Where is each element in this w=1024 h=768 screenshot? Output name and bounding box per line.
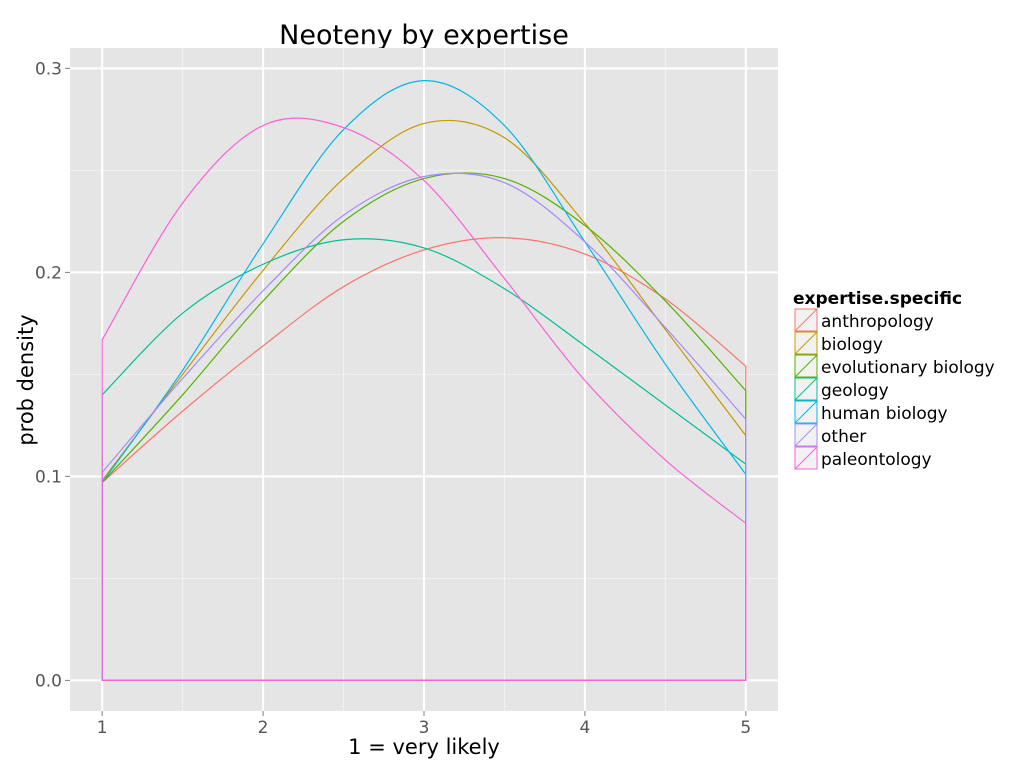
legend-item-evolutionary-biology: evolutionary biology bbox=[794, 354, 995, 378]
x-tick-label: 4 bbox=[579, 718, 590, 738]
legend-key-line bbox=[794, 354, 818, 378]
series-line-geology bbox=[101, 238, 747, 681]
grid-lines bbox=[70, 48, 778, 711]
series-line-paleontology bbox=[101, 117, 747, 681]
legend-label-paleontology: paleontology bbox=[821, 450, 932, 470]
legend-key-line bbox=[794, 423, 818, 447]
legend-label-geology: geology bbox=[821, 381, 889, 401]
y-axis-title: prob density bbox=[14, 314, 38, 445]
legend-label-anthropology: anthropology bbox=[821, 312, 934, 332]
y-tick-label: 0.1 bbox=[35, 467, 62, 487]
series-line-human-biology bbox=[101, 80, 747, 681]
y-tick-label: 0.0 bbox=[35, 671, 62, 691]
legend-key-line bbox=[794, 308, 818, 332]
legend-label-other: other bbox=[821, 427, 866, 447]
y-tick-label: 0.2 bbox=[35, 263, 62, 283]
legend-key-line bbox=[794, 446, 818, 470]
series-line-other bbox=[101, 172, 747, 681]
series-line-anthropology bbox=[101, 237, 747, 681]
legend-key-line bbox=[794, 331, 818, 355]
x-tick-label: 3 bbox=[419, 718, 430, 738]
legend-label-biology: biology bbox=[821, 335, 883, 355]
legend-item-biology: biology bbox=[794, 331, 883, 355]
x-tick-label: 5 bbox=[740, 718, 751, 738]
x-tick-label: 1 bbox=[97, 718, 108, 738]
y-tick-label: 0.3 bbox=[35, 59, 62, 79]
legend-item-human-biology: human biology bbox=[794, 400, 948, 424]
legend-label-human-biology: human biology bbox=[821, 404, 948, 424]
legend-title: expertise.specific bbox=[793, 289, 962, 309]
legend-item-paleontology: paleontology bbox=[794, 446, 932, 470]
series-lines bbox=[101, 80, 747, 681]
y-axis: 0.0 0.1 0.2 0.3 bbox=[35, 59, 70, 691]
legend-item-other: other bbox=[794, 423, 866, 447]
x-axis-title: 1 = very likely bbox=[348, 735, 500, 759]
legend: expertise.specific anthropology biology ev… bbox=[793, 289, 995, 470]
legend-key-line bbox=[794, 400, 818, 424]
legend-label-evolutionary-biology: evolutionary biology bbox=[821, 358, 995, 378]
chart-title: Neoteny by expertise bbox=[279, 20, 569, 51]
x-tick-label: 2 bbox=[258, 718, 269, 738]
legend-item-anthropology: anthropology bbox=[794, 308, 934, 332]
x-axis: 1 2 3 4 5 bbox=[97, 711, 751, 738]
series-line-evolutionary-biology bbox=[101, 172, 747, 681]
legend-item-geology: geology bbox=[794, 377, 889, 401]
legend-key-line bbox=[794, 377, 818, 401]
